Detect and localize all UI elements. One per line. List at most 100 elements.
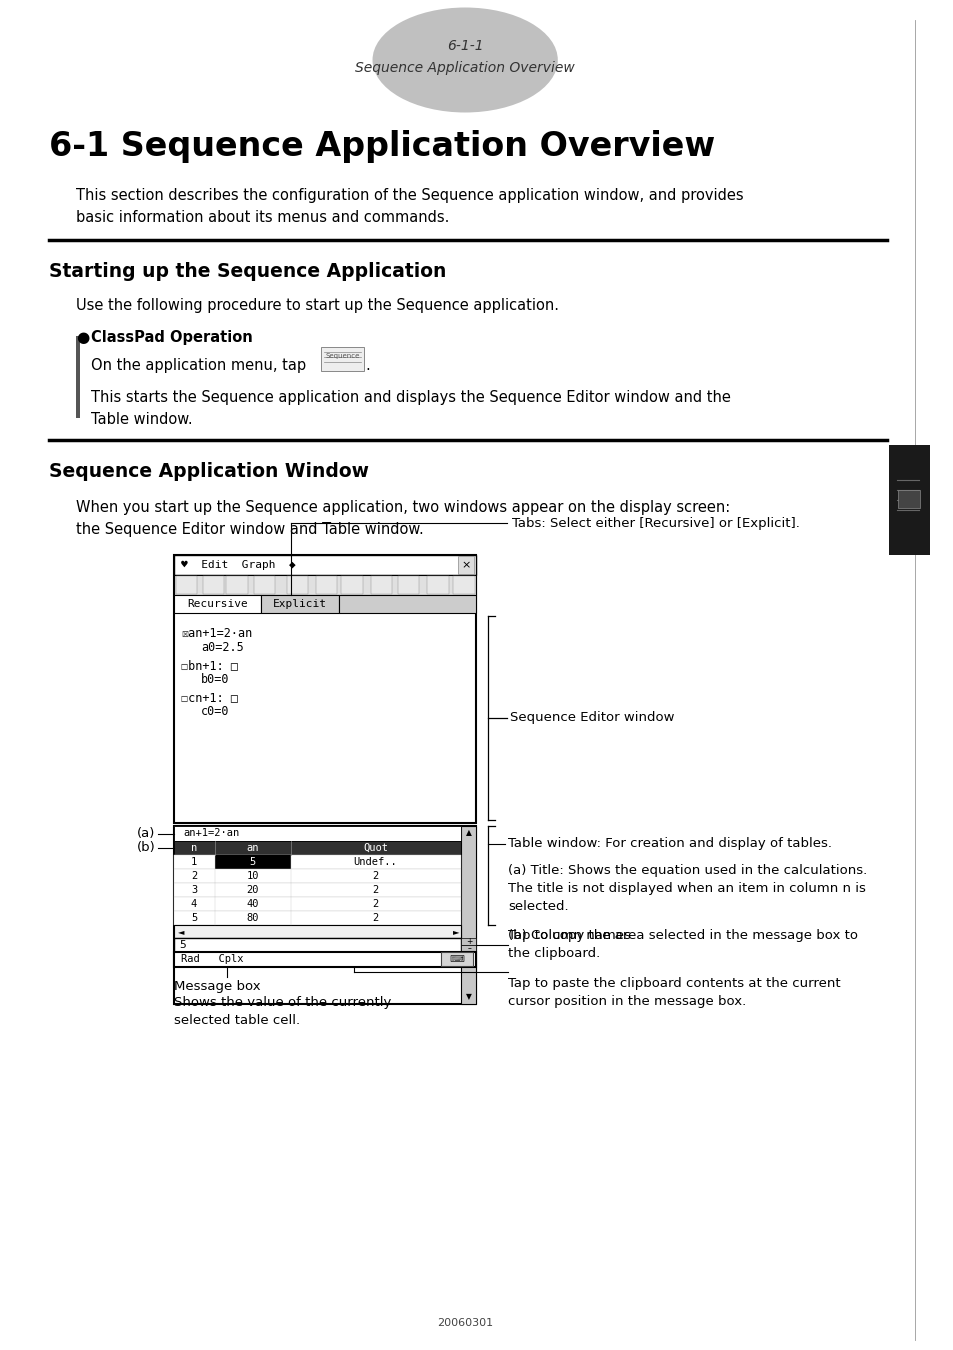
Text: Table window: For creation and display of tables.: Table window: For creation and display o… (508, 837, 831, 850)
FancyBboxPatch shape (173, 952, 476, 967)
Text: 2: 2 (372, 899, 378, 909)
FancyBboxPatch shape (173, 938, 461, 952)
Text: an: an (246, 842, 258, 853)
Text: ⌨: ⌨ (449, 954, 463, 964)
Text: an+1=2·an: an+1=2·an (183, 829, 239, 838)
Text: .: . (365, 358, 370, 373)
Text: 2: 2 (372, 913, 378, 923)
Text: Recursive: Recursive (187, 599, 248, 609)
Text: 10: 10 (246, 871, 258, 882)
Text: Tabs: Select either [Recursive] or [Explicit].: Tabs: Select either [Recursive] or [Expl… (512, 517, 799, 529)
FancyBboxPatch shape (339, 595, 476, 613)
FancyBboxPatch shape (173, 869, 461, 883)
Text: n: n (191, 842, 197, 853)
Text: Tap to copy the area selected in the message box to
the clipboard.: Tap to copy the area selected in the mes… (508, 930, 857, 960)
Text: ClassPad Operation: ClassPad Operation (91, 329, 253, 346)
Text: Use the following procedure to start up the Sequence application.: Use the following procedure to start up … (76, 298, 558, 313)
Text: Explicit: Explicit (274, 599, 327, 609)
FancyBboxPatch shape (76, 336, 80, 418)
Text: Sequence Application Overview: Sequence Application Overview (355, 61, 575, 76)
Text: ×: × (461, 560, 471, 570)
Text: 5: 5 (191, 913, 197, 923)
Text: 20: 20 (246, 886, 258, 895)
Text: Sequence Application Window: Sequence Application Window (49, 462, 369, 481)
Text: ▼: ▼ (466, 992, 472, 1002)
FancyBboxPatch shape (173, 911, 461, 925)
FancyBboxPatch shape (457, 556, 474, 574)
FancyBboxPatch shape (173, 841, 461, 855)
FancyBboxPatch shape (287, 576, 308, 594)
Ellipse shape (372, 8, 558, 112)
Text: (b) Column names: (b) Column names (508, 929, 630, 942)
Text: c0=0: c0=0 (201, 705, 229, 718)
Text: (a): (a) (136, 828, 154, 841)
FancyBboxPatch shape (461, 945, 476, 952)
Text: 40: 40 (246, 899, 258, 909)
FancyBboxPatch shape (173, 826, 476, 1004)
FancyBboxPatch shape (315, 576, 337, 594)
FancyBboxPatch shape (440, 952, 473, 967)
Text: Rad   Cplx: Rad Cplx (181, 954, 244, 964)
FancyBboxPatch shape (320, 347, 363, 371)
Text: ►: ► (453, 927, 459, 936)
Text: +: + (465, 937, 472, 946)
Text: –: – (467, 944, 471, 953)
Text: (b): (b) (136, 841, 155, 855)
Text: a0=2.5: a0=2.5 (201, 641, 243, 653)
Text: ♥  Edit  Graph  ◆: ♥ Edit Graph ◆ (181, 560, 295, 570)
Text: 6-1 Sequence Application Overview: 6-1 Sequence Application Overview (49, 130, 714, 163)
FancyBboxPatch shape (175, 576, 196, 594)
FancyBboxPatch shape (261, 595, 339, 613)
FancyBboxPatch shape (173, 896, 461, 911)
Text: ☒an+1=2·an: ☒an+1=2·an (181, 626, 253, 640)
Text: On the application menu, tap: On the application menu, tap (91, 358, 306, 373)
FancyBboxPatch shape (173, 925, 461, 938)
Text: (a) Title: Shows the equation used in the calculations.
The title is not display: (a) Title: Shows the equation used in th… (508, 864, 866, 913)
Text: Sequence Editor window: Sequence Editor window (510, 711, 674, 725)
Text: 2: 2 (372, 886, 378, 895)
Text: Quot: Quot (362, 842, 388, 853)
Text: 2: 2 (191, 871, 197, 882)
FancyBboxPatch shape (427, 576, 448, 594)
Text: Shows the value of the currently
selected table cell.: Shows the value of the currently selecte… (173, 996, 391, 1027)
Text: 3: 3 (191, 886, 197, 895)
FancyBboxPatch shape (173, 555, 476, 575)
FancyBboxPatch shape (226, 576, 248, 594)
FancyBboxPatch shape (461, 826, 476, 1004)
Text: ☐cn+1: □: ☐cn+1: □ (181, 691, 238, 703)
Text: Tap to paste the clipboard contents at the current
cursor position in the messag: Tap to paste the clipboard contents at t… (508, 976, 840, 1007)
FancyBboxPatch shape (173, 883, 461, 896)
Text: 80: 80 (246, 913, 258, 923)
FancyBboxPatch shape (214, 855, 291, 869)
Text: 6-1-1: 6-1-1 (446, 39, 483, 53)
Text: Undef..: Undef.. (354, 857, 396, 867)
Text: ☐bn+1: □: ☐bn+1: □ (181, 659, 238, 672)
Text: 20060301: 20060301 (436, 1318, 493, 1328)
FancyBboxPatch shape (397, 576, 419, 594)
Text: 2: 2 (372, 871, 378, 882)
Text: b0=0: b0=0 (201, 674, 229, 686)
Text: 4: 4 (191, 899, 197, 909)
FancyBboxPatch shape (173, 826, 461, 841)
FancyBboxPatch shape (888, 446, 929, 555)
Text: Sequence: Sequence (325, 352, 359, 359)
Text: When you start up the Sequence application, two windows appear on the display sc: When you start up the Sequence applicati… (76, 500, 730, 537)
Text: 5: 5 (179, 940, 186, 950)
Text: Message box: Message box (173, 980, 260, 994)
FancyBboxPatch shape (453, 576, 475, 594)
FancyBboxPatch shape (341, 576, 362, 594)
Text: 5: 5 (249, 857, 255, 867)
FancyBboxPatch shape (897, 490, 919, 508)
Text: This section describes the configuration of the Sequence application window, and: This section describes the configuration… (76, 188, 743, 225)
Text: ▲: ▲ (466, 829, 472, 837)
FancyBboxPatch shape (370, 576, 392, 594)
Text: ◄: ◄ (178, 927, 185, 936)
FancyBboxPatch shape (461, 938, 476, 945)
Text: This starts the Sequence application and displays the Sequence Editor window and: This starts the Sequence application and… (91, 390, 730, 427)
Text: 1: 1 (191, 857, 197, 867)
Text: ●: ● (76, 329, 90, 346)
FancyBboxPatch shape (173, 555, 476, 824)
FancyBboxPatch shape (203, 576, 224, 594)
Text: Starting up the Sequence Application: Starting up the Sequence Application (49, 262, 446, 281)
FancyBboxPatch shape (173, 595, 261, 613)
